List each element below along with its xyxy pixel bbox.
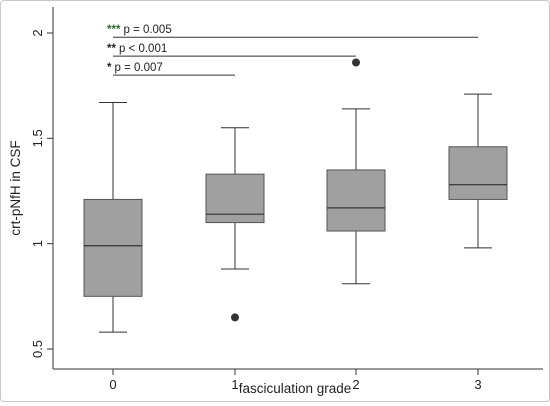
box-iqr (205, 173, 265, 224)
significance-p-value: p < 0.001 (119, 43, 167, 55)
significance-p-value: p = 0.005 (123, 24, 171, 36)
box-series (83, 58, 508, 333)
box-group-0 (83, 102, 143, 333)
x-axis-title: fasciculation grade (239, 381, 352, 396)
box-iqr (448, 146, 508, 200)
y-tick-label: 1 (30, 240, 45, 247)
box-iqr (326, 169, 386, 232)
significance-label: *** p = 0.005 (107, 24, 172, 36)
y-tick-label: 0.5 (30, 340, 45, 358)
outlier-point (231, 313, 239, 322)
y-tick-label: 2 (30, 29, 45, 36)
significance-stars: ** (107, 43, 116, 55)
box-iqr (83, 198, 143, 297)
box-group-3 (448, 93, 508, 249)
y-tick-label: 1.5 (30, 129, 45, 147)
significance-annotations: *** p = 0.005** p < 0.001* p = 0.007 (107, 24, 478, 76)
significance-label: * p = 0.007 (107, 62, 163, 74)
y-axis-ticks: 0.5 1 1.5 2 (30, 29, 53, 358)
y-axis-title: crt-pNfH in CSF (8, 140, 23, 235)
x-tick-label: 0 (109, 377, 116, 392)
x-axis-ticks: 0 1 2 3 (109, 369, 482, 392)
significance-label: ** p < 0.001 (107, 43, 167, 55)
x-tick-label: 2 (352, 377, 359, 392)
outlier-point (352, 58, 360, 67)
significance-stars: * (107, 62, 112, 74)
significance-p-value: p = 0.007 (114, 62, 162, 74)
x-tick-label: 1 (231, 377, 238, 392)
box-group-2 (326, 58, 386, 285)
box-group-1 (205, 127, 265, 322)
significance-stars: *** (107, 24, 121, 36)
x-tick-label: 3 (474, 377, 481, 392)
